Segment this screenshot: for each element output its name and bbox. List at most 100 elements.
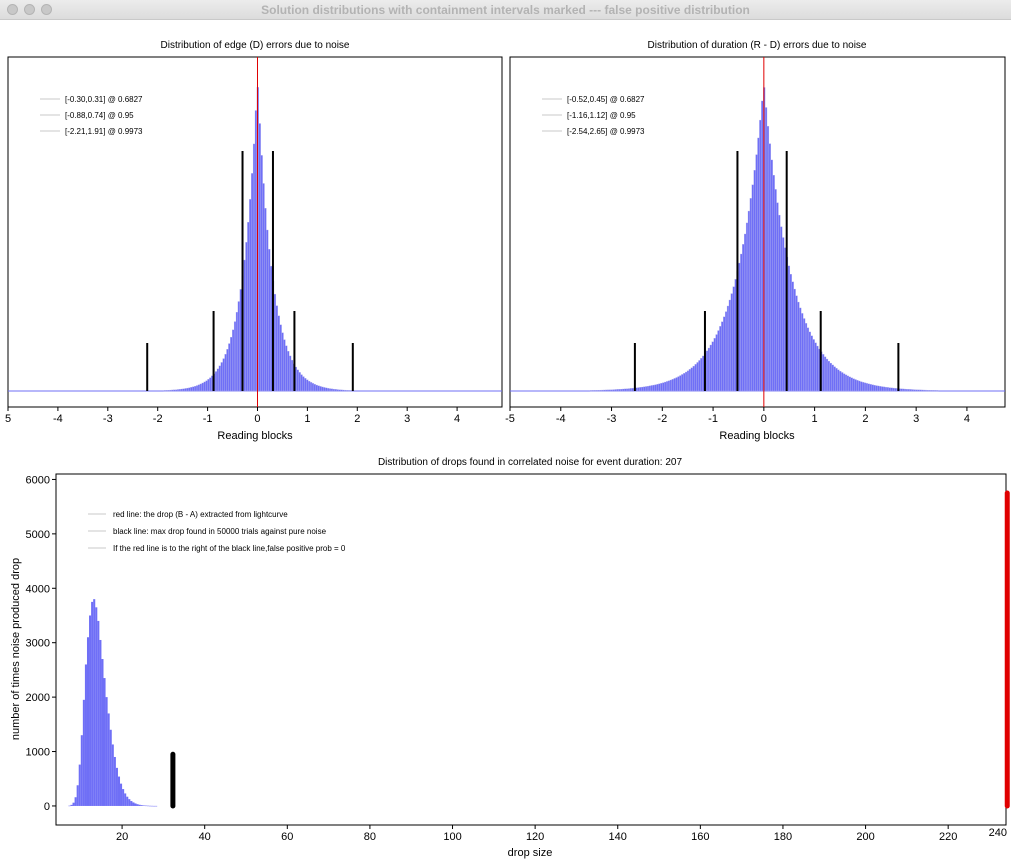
x-tick-label: 20 (116, 831, 128, 843)
histogram-bar (309, 382, 313, 392)
histogram-bar (205, 380, 208, 392)
histogram-bar (194, 386, 197, 392)
histogram-bar (831, 364, 834, 392)
histogram-bar (222, 358, 225, 392)
plot-frame (509, 56, 1006, 408)
x-tick-label: 200 (856, 831, 874, 843)
minimize-window-button[interactable] (24, 4, 35, 15)
histogram-bar (839, 370, 842, 392)
histogram-bar (835, 368, 838, 392)
interval-markers (633, 57, 900, 407)
histogram-bar (654, 384, 657, 392)
histogram-bar (852, 378, 855, 392)
histogram-bar (289, 355, 292, 392)
histogram-bar (711, 341, 714, 392)
histogram-bar (717, 330, 720, 392)
histogram-bar (772, 175, 775, 392)
histogram-bar (321, 386, 324, 392)
y-tick-label: 4000 (26, 583, 50, 595)
histogram-bar (163, 390, 166, 392)
histogram-bar (934, 390, 937, 392)
histogram-bar (932, 390, 935, 392)
y-tick-label: 3000 (26, 638, 50, 650)
y-axis-label: number of times noise produced drop (10, 558, 22, 740)
histogram-bar (806, 327, 810, 392)
histogram-bar (688, 369, 692, 392)
histogram-bar (755, 154, 758, 392)
histogram-bar (201, 382, 204, 392)
x-tick-label: 100 (443, 831, 461, 843)
histogram-bar (207, 379, 210, 392)
histogram-bar (275, 305, 278, 392)
histogram-bar (107, 713, 110, 806)
x-axis-label: Reading blocks (719, 430, 795, 442)
histogram-bar (936, 390, 939, 392)
histogram-bar (165, 390, 168, 392)
chart-title: Distribution of edge (D) errors due to n… (161, 40, 350, 51)
legend-entry: [-1.16,1.12] @ 0.95 (567, 111, 636, 120)
histogram-bar (776, 202, 779, 392)
histogram-bar (298, 372, 301, 392)
histogram-bar (863, 382, 867, 392)
histogram-bar (243, 259, 246, 392)
chart-title: Distribution of drops found in correlate… (378, 457, 683, 468)
zoom-window-button[interactable] (41, 4, 52, 15)
histogram-bar (928, 390, 931, 392)
histogram-bar (844, 374, 848, 392)
x-tick-label: -2 (153, 413, 163, 425)
histogram-bar (694, 364, 697, 392)
histogram-bar (764, 107, 768, 392)
histogram-bar (216, 368, 220, 392)
histogram-bar (926, 389, 929, 392)
histogram-bar (268, 249, 271, 392)
y-tick-label: 0 (44, 801, 50, 813)
x-tick-label: -3 (103, 413, 113, 425)
histogram-bar (677, 376, 680, 392)
histogram-bar (919, 389, 922, 392)
histogram-bar (911, 389, 914, 392)
histogram-bar (766, 126, 770, 392)
histogram-bar (300, 374, 303, 392)
histogram-bar (84, 664, 87, 806)
legend: [-0.52,0.45] @ 0.6827 [-1.16,1.12] @ 0.9… (542, 95, 645, 136)
histogram-bar (732, 286, 735, 392)
histogram-bar (218, 365, 221, 392)
histogram-bar (593, 390, 596, 392)
histogram-bar (192, 386, 195, 392)
histogram-bar (791, 281, 794, 392)
histogram-bar (283, 339, 286, 392)
histogram-bar (80, 735, 83, 806)
histogram-bar (879, 386, 882, 392)
histogram-bar (70, 804, 73, 806)
histogram-bar (616, 389, 619, 392)
histogram-bar (264, 208, 267, 392)
y-tick-label: 6000 (26, 474, 50, 486)
close-window-button[interactable] (7, 4, 18, 15)
histogram-bar (302, 376, 305, 392)
histogram-bar (245, 242, 248, 392)
x-tick-label: -5 (505, 413, 515, 425)
histogram (68, 599, 158, 807)
histogram-bar (614, 389, 617, 392)
histogram-bar (199, 383, 202, 392)
histogram-bar (91, 601, 94, 806)
histogram-bar (228, 343, 231, 392)
x-tick-label: 0 (761, 413, 767, 425)
histogram-bar (155, 805, 158, 807)
histogram-bar (738, 262, 741, 392)
histogram-bar (237, 301, 240, 392)
histogram-bar (620, 388, 623, 392)
histogram-bar (881, 386, 884, 392)
histogram-bar (648, 385, 652, 392)
histogram-bar (909, 389, 912, 392)
histogram-bar (726, 305, 730, 392)
histogram-bar (247, 222, 250, 392)
histogram-bar (287, 350, 290, 392)
legend-entry: black line: max drop found in 50000 tria… (113, 527, 327, 536)
histogram-bar (650, 385, 653, 392)
histogram-bar (690, 367, 693, 392)
histogram-bar (877, 385, 880, 392)
histogram-bar (664, 381, 667, 392)
histogram-bar (342, 389, 345, 392)
